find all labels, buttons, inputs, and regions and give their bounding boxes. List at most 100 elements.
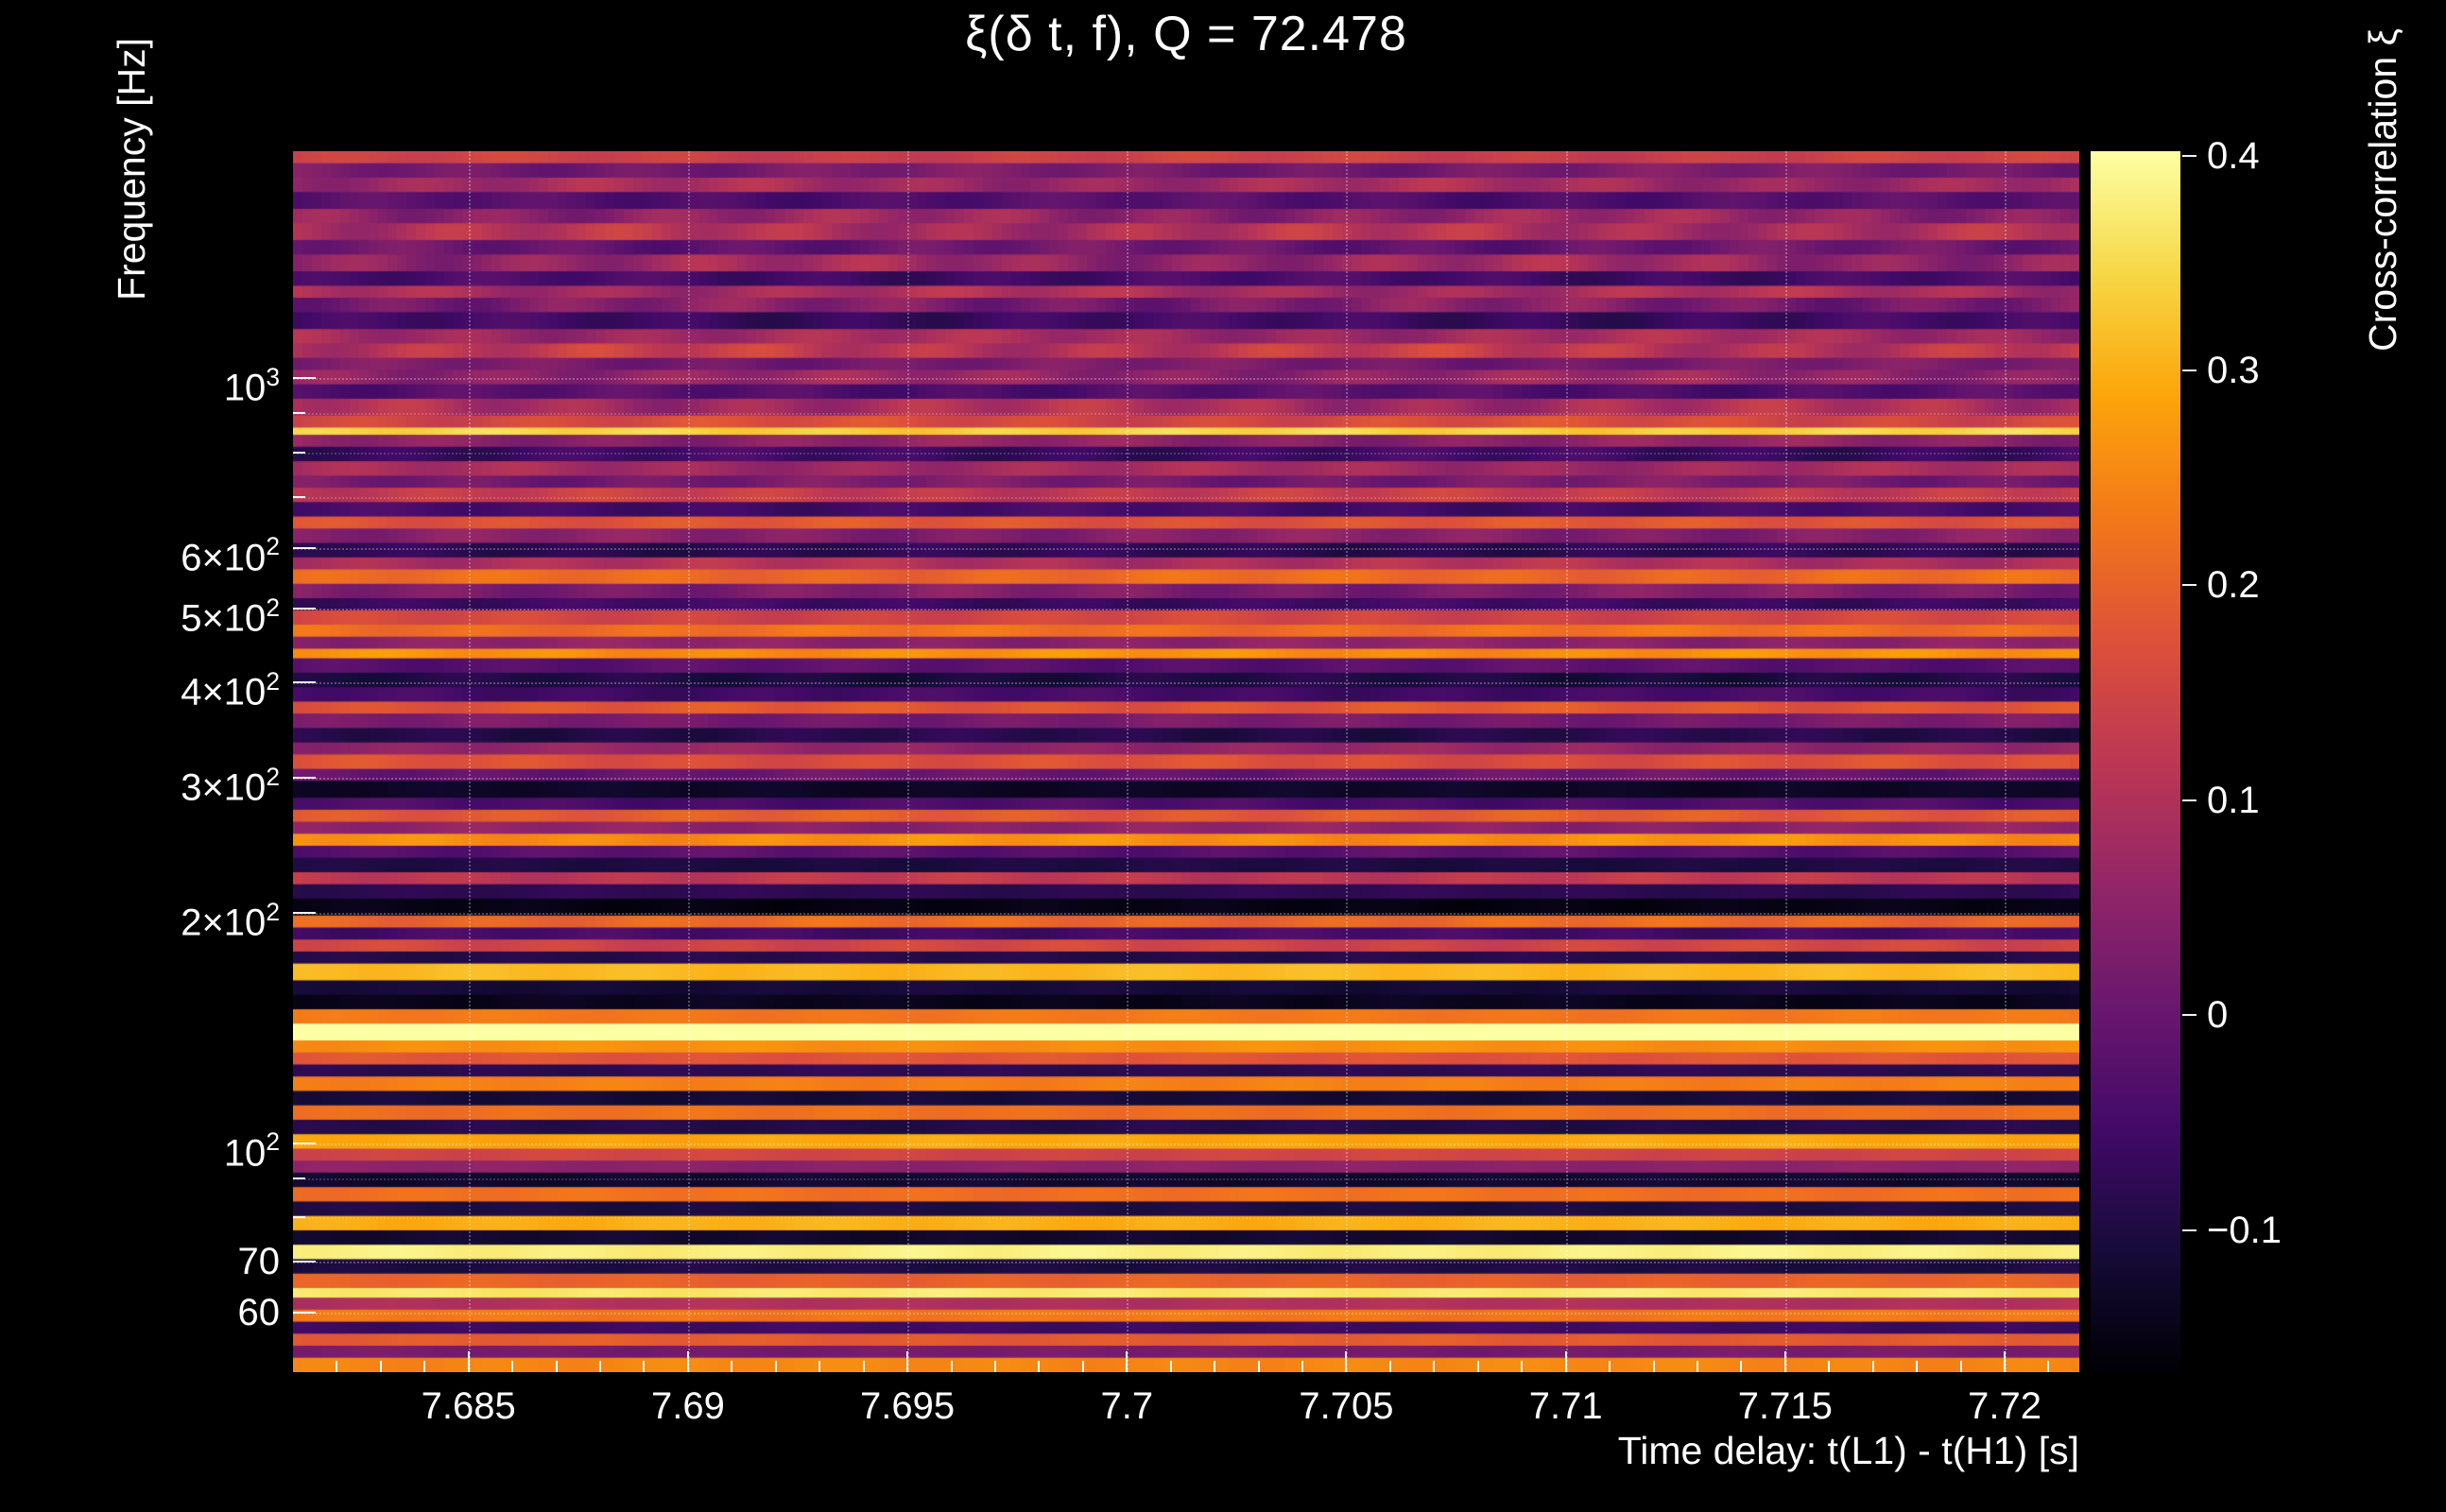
y-axis-label: Frequency [Hz] <box>110 38 153 301</box>
x-minor-tick <box>2047 1361 2050 1372</box>
x-gridline <box>1784 151 1787 1372</box>
x-minor-tick <box>818 1361 821 1372</box>
y-tick-label: 60 <box>237 1292 281 1334</box>
x-tick-label: 7.705 <box>1299 1385 1394 1427</box>
y-gridline <box>293 1143 2079 1145</box>
x-gridline <box>907 151 910 1372</box>
y-gridline <box>293 1313 2079 1315</box>
x-minor-tick <box>1652 1361 1655 1372</box>
x-minor-tick <box>1257 1361 1260 1372</box>
x-minor-tick <box>1433 1361 1436 1372</box>
y-tick-label: 2×102 <box>181 897 280 944</box>
x-minor-tick <box>511 1361 514 1372</box>
y-minor-gridline <box>293 1177 2079 1180</box>
x-minor-tick <box>1038 1361 1041 1372</box>
x-minor-tick <box>1214 1361 1216 1372</box>
y-minor-gridline <box>293 413 2079 416</box>
x-gridline <box>1346 151 1349 1372</box>
x-major-tick <box>2004 1351 2007 1372</box>
x-minor-tick <box>1388 1361 1391 1372</box>
y-major-tick <box>293 1312 316 1314</box>
x-minor-tick <box>862 1361 865 1372</box>
x-major-tick <box>1345 1351 1348 1372</box>
y-major-tick <box>293 1261 316 1263</box>
x-tick-label: 7.695 <box>860 1385 956 1427</box>
axis-ticks-layer <box>293 151 2079 1372</box>
y-major-tick <box>293 777 316 780</box>
y-minor-tick <box>293 412 305 415</box>
x-gridline <box>687 151 690 1372</box>
y-major-tick <box>293 1142 316 1144</box>
y-gridline <box>293 547 2079 550</box>
x-major-tick <box>1126 1351 1128 1372</box>
colorbar-tick <box>2182 1014 2196 1017</box>
y-tick-label: 103 <box>223 362 280 409</box>
chart-title: ξ(δ t, f), Q = 72.478 <box>965 7 1407 61</box>
x-major-tick <box>686 1351 689 1372</box>
y-gridline <box>293 1262 2079 1264</box>
y-gridline <box>293 913 2079 915</box>
x-major-tick <box>906 1351 909 1372</box>
x-minor-tick <box>423 1361 426 1372</box>
colorbar-tick-label: 0 <box>2207 994 2229 1037</box>
colorbar-tick-label: 0.2 <box>2207 564 2260 607</box>
colorbar-tick <box>2182 369 2196 371</box>
y-tick-label: 6×102 <box>181 532 280 579</box>
colorbar-tick <box>2182 584 2196 587</box>
y-tick-label: 70 <box>237 1241 281 1283</box>
x-minor-tick <box>336 1361 338 1372</box>
y-minor-gridline <box>293 452 2079 455</box>
y-tick-label: 4×102 <box>181 667 280 713</box>
y-minor-tick <box>293 1177 305 1179</box>
y-tick-label: 5×102 <box>181 593 280 640</box>
x-minor-tick <box>1081 1361 1084 1372</box>
x-minor-tick <box>1521 1361 1524 1372</box>
y-minor-tick <box>293 1216 305 1219</box>
heatmap-canvas <box>293 151 2079 1372</box>
x-gridline <box>468 151 471 1372</box>
y-minor-tick <box>293 451 305 454</box>
colorbar-tick <box>2182 1228 2196 1231</box>
x-minor-tick <box>950 1361 953 1372</box>
y-tick-label: 3×102 <box>181 763 280 809</box>
y-tick-label: 102 <box>223 1127 280 1175</box>
heatmap-plot <box>293 151 2079 1372</box>
y-minor-gridline <box>293 496 2079 499</box>
x-minor-tick <box>731 1361 733 1372</box>
y-gridline <box>293 378 2079 381</box>
colorbar-tick-label: −0.1 <box>2207 1209 2282 1251</box>
colorbar <box>2091 151 2180 1372</box>
x-minor-tick <box>1871 1361 1874 1372</box>
x-minor-tick <box>1740 1361 1743 1372</box>
y-minor-gridline <box>293 1217 2079 1220</box>
y-major-tick <box>293 681 316 684</box>
y-gridline <box>293 608 2079 610</box>
x-major-tick <box>1783 1351 1786 1372</box>
colorbar-tick-label: 0.4 <box>2207 134 2260 177</box>
x-minor-tick <box>599 1361 602 1372</box>
x-minor-tick <box>993 1361 996 1372</box>
y-gridline <box>293 778 2079 781</box>
x-minor-tick <box>1828 1361 1831 1372</box>
x-minor-tick <box>379 1361 382 1372</box>
colorbar-tick <box>2182 799 2196 801</box>
colorbar-axis-label: Cross-correlation ξ <box>2361 28 2404 352</box>
x-minor-tick <box>1959 1361 1962 1372</box>
x-axis-label: Time delay: t(L1) - t(H1) [s] <box>1617 1429 2079 1472</box>
x-gridline <box>1127 151 1129 1372</box>
x-minor-tick <box>1696 1361 1698 1372</box>
x-major-tick <box>1564 1351 1567 1372</box>
x-minor-tick <box>1916 1361 1919 1372</box>
y-minor-tick <box>293 495 305 498</box>
x-gridline <box>2005 151 2007 1372</box>
x-tick-label: 7.715 <box>1737 1385 1833 1427</box>
x-tick-label: 7.685 <box>421 1385 516 1427</box>
x-minor-tick <box>1476 1361 1479 1372</box>
y-major-tick <box>293 546 316 549</box>
colorbar-tick-label: 0.3 <box>2207 350 2260 391</box>
x-gridline <box>1565 151 1568 1372</box>
x-minor-tick <box>1301 1361 1304 1372</box>
x-tick-label: 7.69 <box>650 1385 725 1427</box>
colorbar-gradient-canvas <box>2091 151 2180 1372</box>
y-major-tick <box>293 912 316 914</box>
